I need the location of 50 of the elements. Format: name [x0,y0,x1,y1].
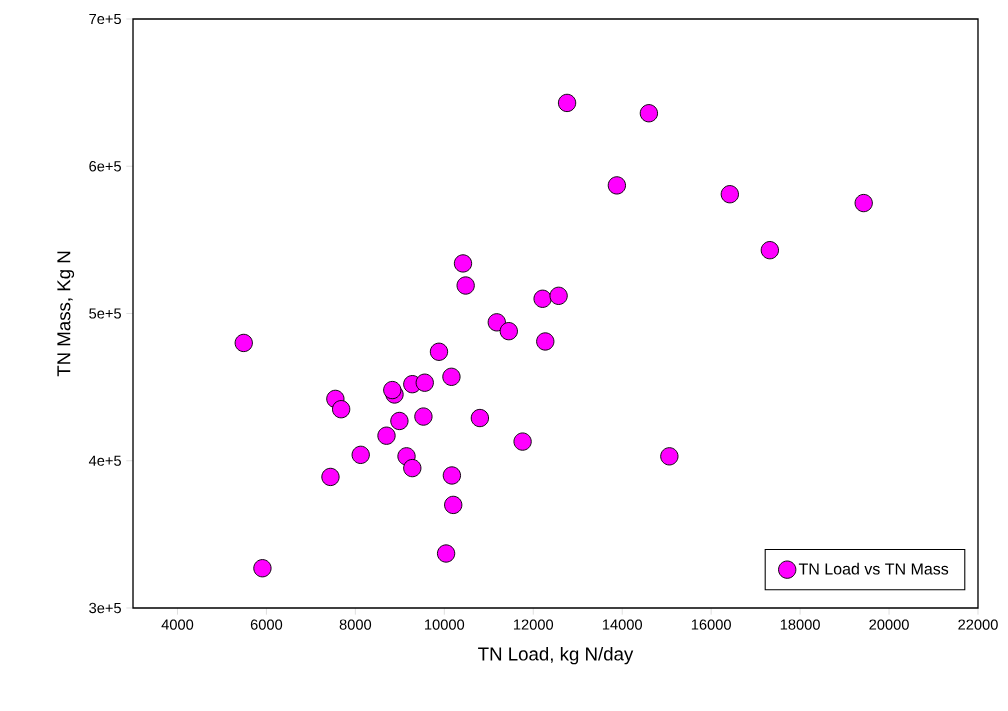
point [321,467,340,487]
y-tick-label: 7e+5 [89,13,121,25]
point [403,458,422,478]
point [436,544,456,563]
point [415,373,434,392]
point [442,466,462,485]
x-tick-label: 6000 [250,619,283,630]
point [377,426,396,445]
point [720,185,739,204]
point [549,286,568,305]
x-tick-label: 16000 [691,619,731,630]
point [383,380,402,400]
y-axis-title: TN Mass, Kg N [57,251,75,377]
point [351,445,370,464]
x-tick-label: 14000 [602,619,643,630]
point [536,332,555,351]
point [513,432,532,451]
point [639,104,659,123]
point [456,276,475,295]
y-tick-label: 6e+5 [89,161,121,172]
point [414,407,433,426]
point [660,447,679,466]
x-tick-label: 4000 [161,619,194,630]
point [444,495,463,515]
x-tick-label: 12000 [513,619,554,630]
y-tick-label: 5e+5 [89,308,121,319]
legend-label: TN Load vs TN Mass [798,562,949,575]
x-axis-title: TN Load, kg N/day [478,646,634,665]
x-tick-label: 10000 [425,619,465,630]
x-tick-label: 20000 [869,619,909,630]
point [854,193,873,213]
point [429,342,449,361]
point [442,367,461,386]
y-tick-label: 4e+5 [88,455,121,466]
x-tick-label: 22000 [958,619,998,630]
point [253,559,272,578]
point [760,241,779,260]
x-tick-label: 8000 [339,619,372,630]
point [607,176,627,195]
point [332,400,351,419]
x-tick-label: 18000 [780,619,820,630]
point [234,333,253,353]
point [533,289,552,308]
point [487,313,506,332]
point [557,93,577,113]
point [499,322,518,341]
point [390,411,409,431]
point [453,254,473,273]
point [470,408,490,428]
y-tick-label: 3e+5 [89,602,121,614]
